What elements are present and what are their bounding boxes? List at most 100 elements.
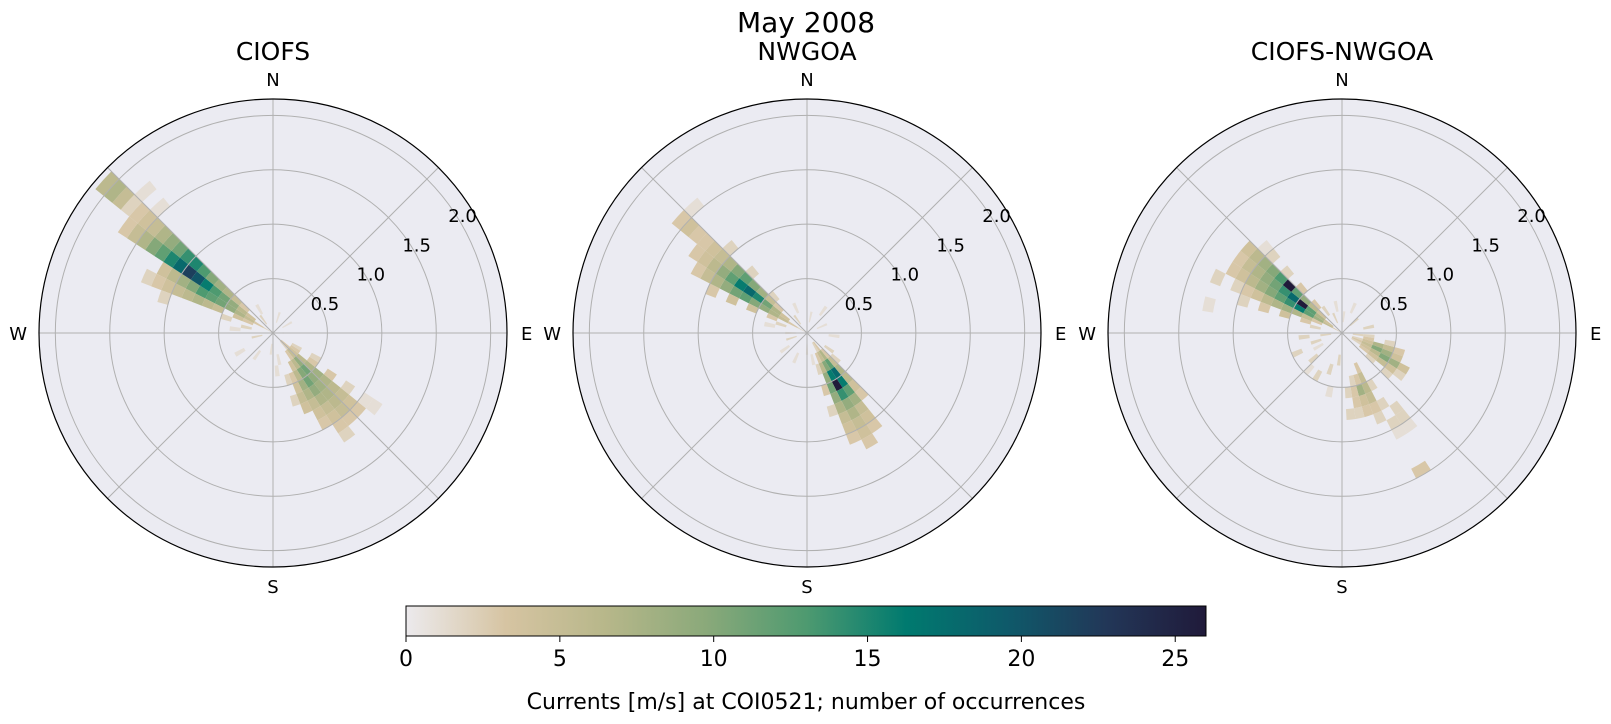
rose-cell bbox=[126, 223, 147, 245]
rose-cell bbox=[1336, 354, 1341, 366]
rose-cell bbox=[779, 312, 791, 322]
rose-cell bbox=[297, 378, 309, 392]
rose-cell bbox=[705, 240, 723, 258]
rose-cell bbox=[230, 294, 243, 306]
rose-cell bbox=[1349, 317, 1359, 327]
direction-label: W bbox=[1078, 324, 1096, 345]
rose-cell bbox=[311, 367, 324, 380]
rose-cell bbox=[1312, 369, 1323, 382]
rose-cell bbox=[309, 352, 322, 363]
rose-cell bbox=[1311, 318, 1323, 326]
rose-cell bbox=[1352, 335, 1364, 341]
rose-cell bbox=[821, 360, 831, 372]
rose-cell bbox=[764, 321, 776, 328]
rose-cell bbox=[1260, 293, 1275, 306]
rose-cell bbox=[1312, 315, 1324, 324]
rose-cell bbox=[1375, 356, 1388, 368]
panel-title: CIOFS-NWGOA bbox=[1251, 37, 1433, 66]
rose-cell bbox=[1351, 337, 1362, 345]
rose-cell bbox=[1342, 311, 1346, 323]
rose-cell bbox=[816, 323, 828, 330]
rose-cell bbox=[747, 279, 761, 292]
angular-grid-line bbox=[641, 332, 808, 499]
rose-cell bbox=[1384, 362, 1397, 375]
rose-cell bbox=[323, 368, 337, 381]
rose-cell bbox=[1257, 301, 1271, 314]
rose-cell bbox=[161, 278, 177, 294]
rose-cell bbox=[314, 379, 327, 393]
rose-cell bbox=[103, 179, 127, 203]
rose-cell bbox=[296, 391, 308, 405]
colorbar-tick-label: 20 bbox=[1007, 647, 1035, 672]
rose-cell bbox=[826, 369, 837, 382]
rose-cell bbox=[752, 291, 765, 304]
rose-cell bbox=[818, 362, 827, 374]
radial-tick-label: 1.5 bbox=[1471, 235, 1500, 256]
radial-tick-label: 0.5 bbox=[311, 294, 340, 315]
radial-tick-label: 1.5 bbox=[936, 235, 965, 256]
rose-cell bbox=[191, 293, 206, 306]
rose-cell bbox=[1316, 309, 1327, 320]
panel-title: CIOFS bbox=[236, 37, 310, 66]
rose-cell bbox=[275, 311, 281, 323]
rose-cell bbox=[812, 341, 821, 352]
rose-cell bbox=[288, 346, 299, 357]
rose-cell bbox=[232, 313, 244, 322]
rose-cell bbox=[234, 309, 246, 319]
rose-cell bbox=[688, 225, 707, 244]
rose-cell bbox=[739, 291, 753, 304]
rose-cell bbox=[854, 386, 869, 401]
rose-cell bbox=[327, 394, 343, 410]
rose-cell bbox=[300, 363, 312, 376]
rose-cell bbox=[190, 271, 206, 286]
rose-cell bbox=[719, 279, 734, 294]
rose-cell bbox=[777, 315, 789, 324]
rose-cell bbox=[820, 348, 831, 359]
rose-cell bbox=[745, 265, 760, 280]
rose-cell bbox=[334, 387, 350, 403]
rose-cell bbox=[340, 380, 356, 395]
rose-cell bbox=[1202, 296, 1216, 313]
rose-cell bbox=[240, 324, 252, 330]
rose-cell bbox=[357, 392, 374, 409]
rose-cell bbox=[137, 209, 158, 231]
rose-cell bbox=[1369, 400, 1382, 415]
angular-grid-line bbox=[107, 167, 274, 334]
rose-cell bbox=[1352, 333, 1364, 337]
angular-grid-line bbox=[641, 167, 808, 334]
rose-cell bbox=[1282, 279, 1296, 292]
rose-cell bbox=[1241, 257, 1258, 274]
rose-cell bbox=[227, 298, 240, 310]
rose-cell bbox=[199, 278, 214, 292]
rose-cell bbox=[743, 285, 757, 298]
rose-cell bbox=[1411, 460, 1431, 479]
rose-cell bbox=[811, 342, 819, 353]
rose-cell bbox=[320, 400, 335, 416]
rose-cell bbox=[836, 387, 849, 401]
rose-cell bbox=[818, 349, 828, 361]
rose-cell bbox=[1291, 286, 1304, 299]
rose-cell bbox=[292, 369, 303, 382]
rose-cell bbox=[821, 383, 831, 397]
rose-cell bbox=[792, 302, 800, 314]
direction-label: W bbox=[543, 324, 561, 345]
rose-cell bbox=[306, 356, 319, 368]
rose-cell bbox=[286, 348, 297, 359]
rose-cell bbox=[1283, 297, 1297, 309]
colorbar-tick-label: 15 bbox=[854, 647, 882, 672]
rose-cell bbox=[1352, 396, 1362, 409]
rose-cell bbox=[1259, 271, 1275, 286]
rose-cell bbox=[1371, 344, 1383, 353]
rose-cell bbox=[1387, 357, 1401, 369]
angular-grid-line bbox=[107, 332, 274, 499]
rose-cell bbox=[245, 312, 257, 322]
rose-cell bbox=[307, 371, 320, 384]
rose-cell bbox=[841, 371, 854, 384]
rose-cell bbox=[826, 381, 837, 394]
rose-cell bbox=[842, 383, 855, 397]
rose-cell bbox=[172, 257, 189, 274]
rose-cell bbox=[746, 303, 759, 314]
rose-cell bbox=[836, 375, 849, 388]
rose-cell bbox=[154, 243, 172, 262]
rose-cell bbox=[334, 402, 350, 418]
